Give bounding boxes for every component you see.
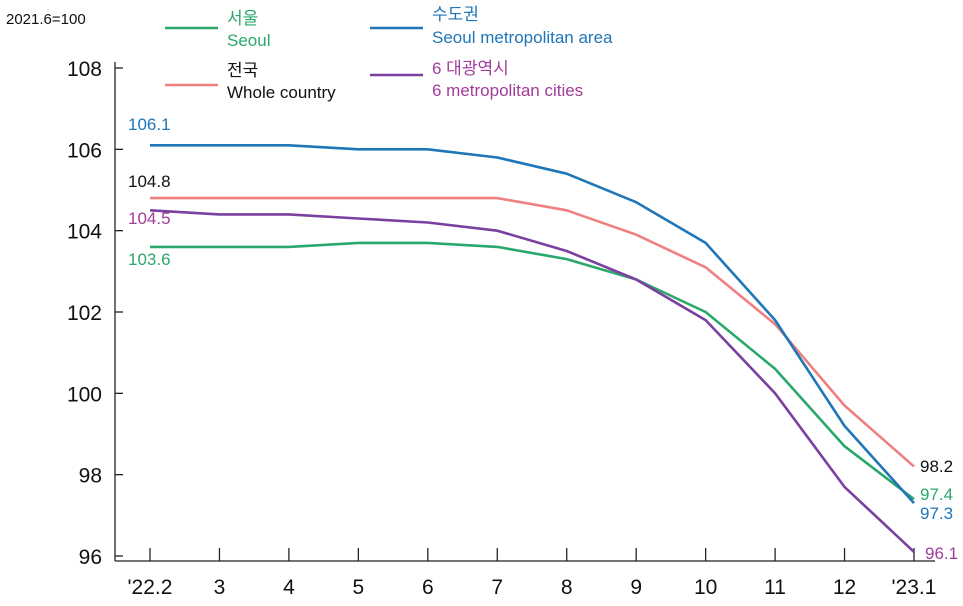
y-tick-label-98: 98 [79,465,102,488]
series-layer [149,144,915,553]
series-line-seoul [150,241,915,501]
y-tick-label-102: 102 [67,302,102,325]
x-tick-label-3: 5 [353,576,365,599]
y-tick-label-96: 96 [79,546,102,569]
x-tick-label-8: 10 [694,576,717,599]
unit-label: 2021.6=100 [6,11,86,28]
end-label-whole-country: 98.2 [920,457,953,476]
y-tick-label-100: 100 [67,383,102,406]
legend: 서울 Seoul 전국 Whole country 수도권 Seoul metr… [165,5,613,102]
x-tick-label-1: 3 [214,576,226,599]
y-axis-ticks: 96 98 100 102 104 106 108 [67,58,123,569]
x-tick-label-0: '22.2 [128,576,173,599]
x-tick-label-9: 11 [764,576,786,599]
x-tick-label-5: 7 [491,576,503,599]
legend-label-metro-area-ko: 수도권 [432,5,479,24]
legend-item-metro-area: 수도권 Seoul metropolitan area [370,5,613,47]
legend-label-six-cities-ko: 6 대광역시 [432,59,509,78]
x-tick-label-7: 9 [630,576,642,599]
start-label-seoul: 103.6 [128,250,171,269]
x-tick-label-11: '23.1 [892,576,937,599]
end-label-metro-area: 97.3 [920,504,953,523]
series-line-six-cities [149,209,915,553]
start-label-metro-area: 106.1 [128,115,171,134]
legend-item-whole-country: 전국 Whole country [165,61,336,102]
y-tick-label-104: 104 [67,221,102,244]
x-axis-ticks: '22.2 3 4 5 6 7 8 9 10 11 12 '23.1 [128,548,937,599]
legend-label-six-cities: 6 metropolitan cities [432,81,583,100]
x-tick-label-2: 4 [283,576,295,599]
legend-label-whole-country: Whole country [227,83,336,102]
end-label-six-cities: 96.1 [925,544,958,563]
start-label-whole-country: 104.8 [128,172,171,191]
legend-label-metro-area: Seoul metropolitan area [432,28,613,47]
y-tick-label-106: 106 [67,139,102,162]
x-tick-label-10: 12 [833,576,856,599]
legend-item-six-cities: 6 대광역시 6 metropolitan cities [370,59,583,100]
legend-label-seoul-ko: 서울 [227,9,258,28]
series-line-metro-area [150,144,915,504]
data-labels: 106.1 104.8 104.5 103.6 98.2 97.4 97.3 9… [128,115,958,563]
x-tick-label-6: 8 [561,576,573,599]
legend-label-seoul: Seoul [227,31,270,50]
legend-item-seoul: 서울 Seoul [165,9,270,50]
y-tick-label-108: 108 [67,58,102,81]
legend-label-whole-country-ko: 전국 [227,61,258,80]
x-tick-label-4: 6 [422,576,434,599]
start-label-six-cities: 104.5 [128,209,171,228]
end-label-seoul: 97.4 [920,485,953,504]
